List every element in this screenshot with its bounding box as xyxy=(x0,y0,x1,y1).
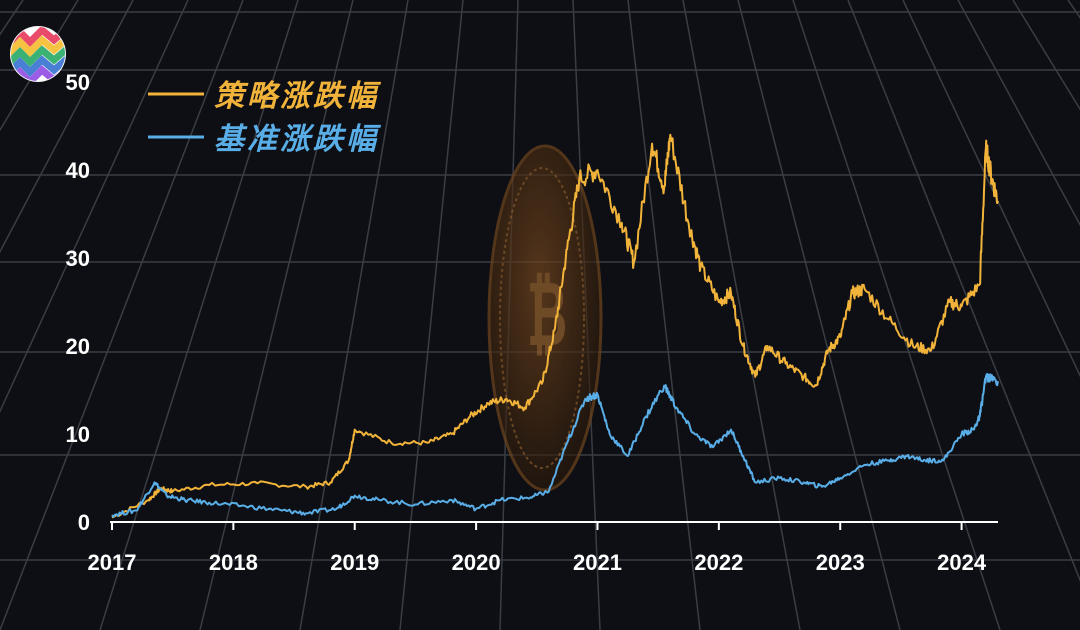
svg-text:₿: ₿ xyxy=(527,263,567,367)
legend: 策略涨跌幅 基准涨跌幅 xyxy=(148,79,382,157)
grid-line-vertical xyxy=(0,0,244,630)
bitcoin-coin-icon: ₿ xyxy=(487,144,603,492)
x-tick-label: 2018 xyxy=(209,550,258,575)
grid-line-vertical xyxy=(737,0,901,630)
grid-line-vertical xyxy=(99,0,299,630)
series-line-benchmark xyxy=(111,372,999,518)
grid-line-vertical xyxy=(792,0,1001,630)
y-tick-label: 50 xyxy=(66,70,90,95)
legend-label-strategy: 策略涨跌幅 xyxy=(214,79,382,114)
grid-line-vertical xyxy=(682,0,801,630)
grid-line-vertical xyxy=(0,0,79,132)
grid-line-vertical xyxy=(399,0,464,630)
y-tick-label: 40 xyxy=(66,158,90,183)
x-tick-label: 2017 xyxy=(88,550,137,575)
grid-line-vertical xyxy=(0,0,189,414)
logo-icon xyxy=(10,26,66,82)
y-tick-label: 0 xyxy=(78,510,90,535)
legend-label-benchmark: 基准涨跌幅 xyxy=(214,122,382,157)
grid-line-vertical xyxy=(199,0,354,630)
x-tick-label: 2021 xyxy=(573,550,622,575)
x-tick-label: 2019 xyxy=(330,550,379,575)
grid-line-vertical xyxy=(299,0,409,630)
series-line-strategy xyxy=(111,133,999,519)
x-tick-label: 2022 xyxy=(694,550,743,575)
x-tick-label: 2024 xyxy=(937,550,987,575)
grid-line-vertical xyxy=(957,0,1080,227)
y-axis-ticks: 0 10 20 30 40 50 xyxy=(66,70,90,535)
series-layer xyxy=(111,133,999,519)
grid-line-vertical xyxy=(847,0,1080,583)
grid-line-vertical xyxy=(902,0,1080,378)
grid-line-vertical xyxy=(627,0,701,630)
x-tick-label: 2020 xyxy=(452,550,501,575)
x-tick-label: 2023 xyxy=(816,550,865,575)
y-tick-label: 30 xyxy=(66,246,90,271)
x-axis-ticks: 2017 2018 2019 2020 2021 2022 2023 2024 xyxy=(88,522,987,575)
grid-line-vertical xyxy=(1012,0,1080,111)
y-tick-label: 20 xyxy=(66,334,90,359)
grid-line-vertical xyxy=(0,0,134,254)
y-tick-label: 10 xyxy=(66,422,90,447)
grid-line-vertical xyxy=(0,0,24,36)
grid-line-vertical xyxy=(1067,0,1080,19)
